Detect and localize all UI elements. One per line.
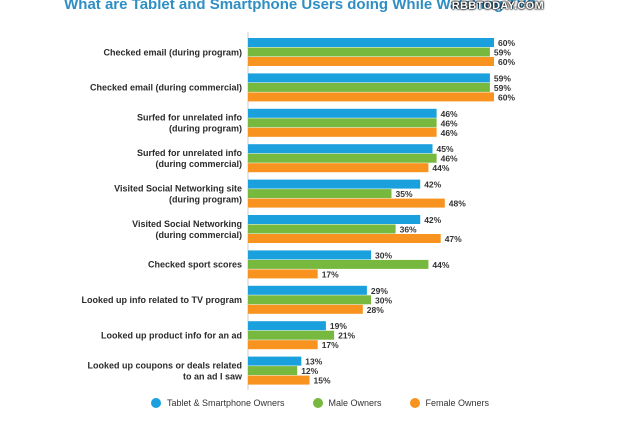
value-label: 42% [424,180,441,190]
legend-item: Male Owners [312,398,382,408]
value-label: 30% [375,250,392,260]
value-label: 15% [314,376,331,386]
bar [248,82,490,92]
bar [248,179,421,189]
bar [248,118,437,128]
category-label-line: Looked up info related to TV program [81,295,242,305]
category-label-line: Visited Social Networking [132,219,242,229]
bar [248,330,335,340]
value-label: 59% [494,83,511,93]
value-label: 17% [322,340,339,350]
value-label: 17% [322,269,339,279]
legend-swatch [409,398,420,408]
legend-label: Male Owners [328,398,382,408]
bar [248,153,437,163]
value-label: 46% [441,118,458,128]
category-label-line: (during commercial) [155,230,242,240]
value-label: 13% [305,357,322,367]
category-label-line: Visited Social Networking site [114,183,242,193]
value-label: 21% [338,331,355,341]
chart-title: What are Tablet and Smartphone Users doi… [64,0,536,13]
category-label: Checked sport scores [148,260,242,270]
category-label-line: Looked up coupons or deals related [87,360,242,370]
value-label: 19% [330,321,347,331]
value-label: 60% [498,92,515,102]
category-label: Visited Social Networking site (during pr… [114,183,242,204]
legend-item: Tablet & Smartphone Owners [150,398,285,408]
value-label: 46% [441,109,458,119]
bar [248,250,371,260]
bar [248,295,371,305]
category-label: Looked up coupons or deals related to an … [87,360,243,381]
legend: Tablet & Smartphone Owners Male Owners Fem… [0,398,640,408]
category-label: Looked up product info for an ad [101,330,242,340]
category-label-line: (during commercial) [155,159,242,169]
value-label: 44% [432,163,449,173]
value-label: 36% [400,225,417,235]
category-label-line: Surfed for unrelated info [137,113,243,123]
bar [248,321,326,331]
legend-swatch [312,398,323,408]
value-label: 28% [367,305,384,315]
bar [248,127,437,137]
bar [248,269,318,279]
legend-item: Female Owners [409,398,490,408]
value-label: 44% [432,260,449,270]
category-label-line: Checked email (during commercial) [90,83,242,93]
value-label: 35% [396,189,413,199]
bar [248,340,318,350]
legend-label: Female Owners [425,398,490,408]
category-label: Checked email (during commercial) [90,83,242,93]
legend-swatch [150,398,161,408]
bar [248,224,396,234]
bar [248,234,441,243]
bar [248,57,494,66]
bar [248,215,421,224]
category-label-line: Checked email (during program) [103,47,242,57]
value-label: 46% [441,128,458,138]
category-label-line: to an ad I saw [183,371,243,381]
bar [248,38,494,47]
bar [248,198,445,208]
bar [248,285,367,295]
category-label: Looked up info related to TV program [81,295,242,305]
category-label-line: Surfed for unrelated info [137,148,243,158]
value-label: 60% [498,57,515,67]
value-label: 45% [437,144,454,154]
value-label: 42% [424,215,441,225]
category-label: Surfed for unrelated info (during program… [137,113,243,134]
bar [248,356,302,366]
bar-chart: Checked email (during program)60%59%60%C… [81,32,515,390]
bar [248,304,363,314]
value-label: 12% [301,366,318,376]
bar [248,108,437,118]
category-label: Checked email (during program) [103,47,242,57]
bar [248,92,494,102]
value-label: 48% [449,199,466,209]
bar [248,375,310,385]
bar [248,144,433,154]
value-label: 60% [498,38,515,48]
category-label-line: (during program) [169,194,242,204]
category-label-line: (during program) [169,124,242,134]
value-label: 59% [494,48,511,58]
bar [248,189,392,199]
bar [248,73,490,83]
value-label: 47% [445,234,462,244]
bar [248,47,490,57]
category-label-line: Checked sport scores [148,260,242,270]
category-label: Visited Social Networking (during commerc… [132,219,242,240]
value-label: 46% [441,154,458,164]
bar [248,366,298,376]
bar [248,259,429,269]
bar [248,163,429,173]
value-label: 59% [494,73,511,83]
value-label: 29% [371,286,388,296]
category-label: Surfed for unrelated info (during commerc… [137,148,243,169]
value-label: 30% [375,295,392,305]
category-label-line: Looked up product info for an ad [101,330,242,340]
legend-label: Tablet & Smartphone Owners [166,398,285,408]
watermark: RBBTODAY.COM [451,0,544,12]
